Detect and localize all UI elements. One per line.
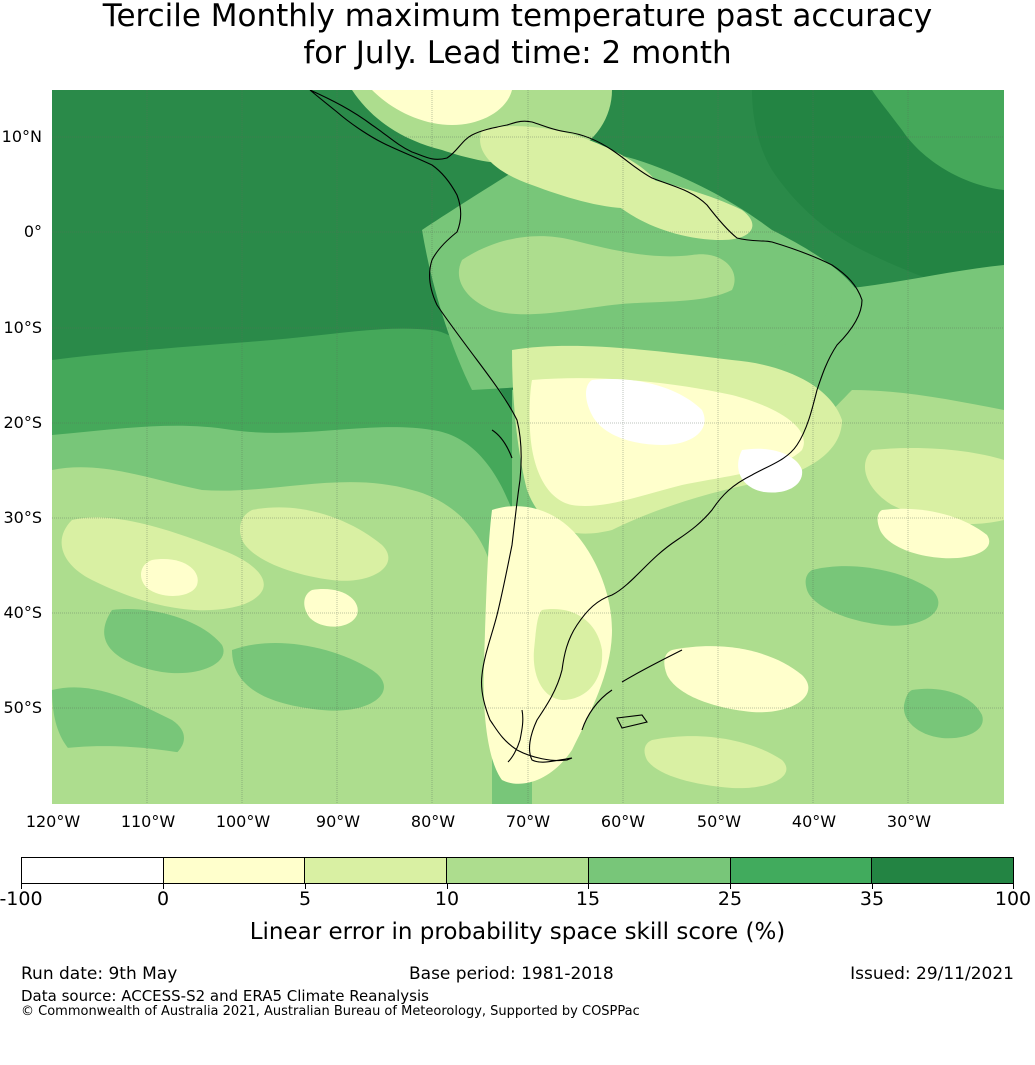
lat-label-40s: 40°S — [3, 603, 42, 622]
lat-label-0: 0° — [23, 222, 42, 241]
map-title-line-1: Tercile Monthly maximum temperature past… — [102, 0, 933, 34]
colorbar-tick-label: 25 — [717, 888, 743, 910]
colorbar-label: Linear error in probability space skill … — [249, 919, 786, 945]
colorbar — [21, 857, 1014, 884]
colorbar-segment — [163, 858, 306, 883]
colorbar-segment — [305, 858, 448, 883]
colorbar-tick-mark — [588, 884, 590, 889]
lon-label-30w: 30°W — [886, 812, 932, 831]
colorbar-tick-mark — [730, 884, 732, 889]
lon-label-60w: 60°W — [600, 812, 646, 831]
skill-regions — [52, 90, 1004, 804]
data-source: Data source: ACCESS-S2 and ERA5 Climate … — [21, 987, 429, 1005]
colorbar-segment — [22, 858, 164, 883]
coastline — [309, 90, 863, 763]
colorbar-segment — [447, 858, 589, 883]
colorbar-tick-mark — [446, 884, 448, 889]
lat-label-30s: 30°S — [3, 508, 42, 527]
skill-score-map — [52, 90, 1004, 804]
lon-label-80w: 80°W — [410, 812, 456, 831]
colorbar-tick-label: 10 — [434, 888, 460, 910]
colorbar-tick-label: 0 — [156, 888, 170, 910]
lon-label-50w: 50°W — [696, 812, 742, 831]
lon-label-40w: 40°W — [791, 812, 837, 831]
lat-label-10s: 10°S — [3, 318, 42, 337]
colorbar-segment — [730, 858, 873, 883]
colorbar-tick-mark — [304, 884, 306, 889]
map-title-line-2: for July. Lead time: 2 month — [303, 35, 732, 71]
lon-label-100w: 100°W — [215, 812, 271, 831]
colorbar-tick-label: 15 — [575, 888, 601, 910]
map-gridlines — [52, 90, 1004, 804]
run-date: Run date: 9th May — [21, 964, 178, 984]
colorbar-tick-mark — [21, 884, 22, 889]
issued-date: Issued: 29/11/2021 — [850, 964, 1014, 984]
lat-label-50s: 50°S — [3, 698, 42, 717]
lat-label-10n: 10°N — [1, 127, 42, 146]
colorbar-segment — [588, 858, 731, 883]
lon-label-70w: 70°W — [505, 812, 551, 831]
colorbar-tick-label: -100 — [0, 888, 43, 910]
lon-label-90w: 90°W — [315, 812, 361, 831]
colorbar-tick-mark — [162, 884, 164, 889]
colorbar-tick-label: 100 — [994, 888, 1032, 910]
colorbar-segment — [872, 858, 1014, 883]
colorbar-tick-mark — [1013, 884, 1014, 889]
colorbar-tick-label: 5 — [298, 888, 312, 910]
lon-label-110w: 110°W — [120, 812, 176, 831]
base-period: Base period: 1981-2018 — [409, 964, 614, 984]
copyright: © Commonwealth of Australia 2021, Austra… — [21, 1004, 640, 1019]
lon-label-120w: 120°W — [25, 812, 81, 831]
lat-label-20s: 20°S — [3, 413, 42, 432]
colorbar-tick-mark — [872, 884, 874, 889]
colorbar-tick-label: 35 — [859, 888, 885, 910]
